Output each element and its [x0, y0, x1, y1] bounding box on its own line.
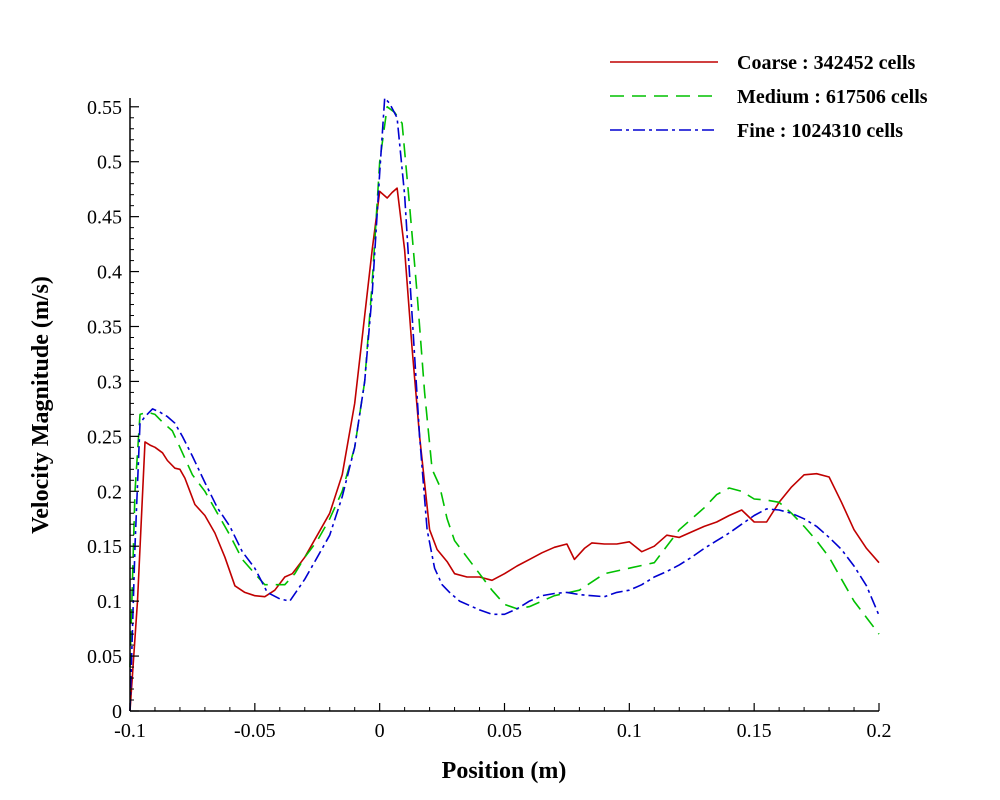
y-axis-label: Velocity Magnitude (m/s): [28, 276, 54, 534]
legend: Coarse : 342452 cells Medium : 617506 cel…: [610, 52, 928, 142]
y-tick-label: 0.35: [87, 317, 122, 339]
legend-label-2: Fine : 1024310 cells: [737, 120, 903, 142]
y-tick-label: 0.05: [87, 646, 122, 668]
x-axis-label: Position (m): [442, 758, 567, 784]
x-tick-label: 0.05: [487, 720, 522, 742]
y-tick-label: 0.2: [97, 481, 122, 503]
series-line-2: [129, 97, 880, 712]
y-tick-label: 0.4: [97, 262, 122, 284]
x-tick-label: -0.05: [234, 720, 276, 742]
y-tick-label: 0.5: [97, 152, 122, 174]
y-tick-label: 0.15: [87, 536, 122, 558]
x-tick-label: 0.2: [867, 720, 892, 742]
series-line-0: [129, 187, 880, 712]
series-line-1: [129, 106, 880, 668]
y-tick-label: 0.1: [97, 591, 122, 613]
legend-label-1: Medium : 617506 cells: [737, 86, 928, 108]
legend-label-0: Coarse : 342452 cells: [737, 52, 916, 74]
x-tick-label: 0.15: [737, 720, 772, 742]
axes-layer: [129, 98, 879, 712]
series-layer: [129, 97, 880, 712]
y-tick-label: 0: [112, 701, 122, 723]
x-ticks: -0.1 -0.05 0 0.05 0.1 0.15 0.2: [114, 703, 892, 742]
x-tick-label: 0: [375, 720, 385, 742]
y-tick-label: 0.55: [87, 97, 122, 119]
y-tick-label: 0.3: [97, 371, 122, 393]
y-ticks: 0 0.05 0.1 0.15 0.2 0.25 0.3 0.35 0.4 0.45 0.5 0.55: [87, 97, 139, 723]
x-tick-label: -0.1: [114, 720, 146, 742]
x-tick-label: 0.1: [617, 720, 642, 742]
y-tick-label: 0.45: [87, 207, 122, 229]
y-tick-label: 0.25: [87, 426, 122, 448]
